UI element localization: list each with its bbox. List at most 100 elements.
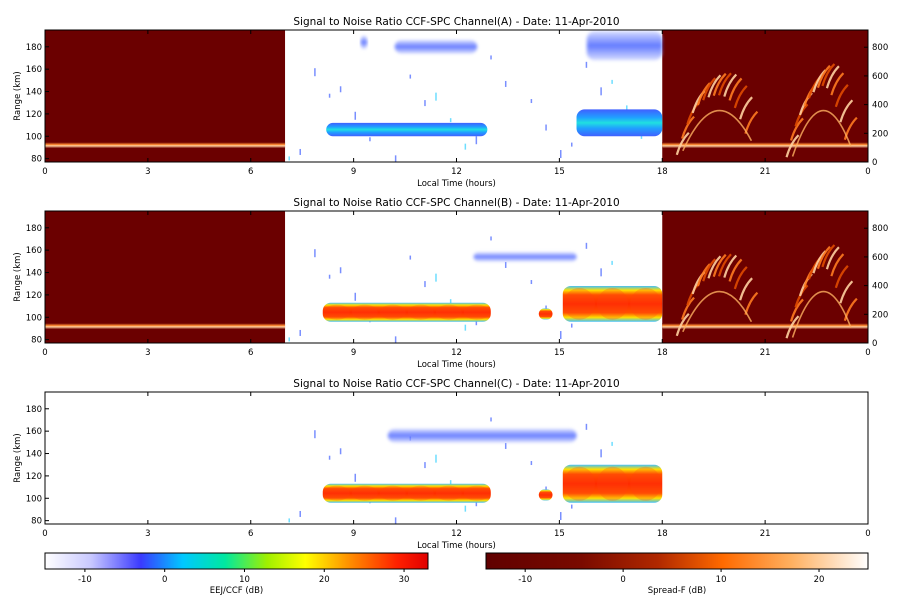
x-tick-label: 15 [554, 167, 565, 177]
spreadf-plume [785, 63, 858, 158]
night-region-evening [662, 211, 868, 343]
eej-echo [562, 464, 663, 503]
x-tick-label: 12 [451, 529, 462, 539]
colorbar-spreadf: -10 0 10 20 Spread-F (dB) [485, 552, 869, 596]
y-tick-label: 140 [26, 269, 42, 279]
x-tick-label: 9 [351, 348, 356, 358]
panel-c: Signal to Noise Ratio CCF-SPC Channel(C)… [13, 378, 871, 551]
y2-tick-label: 400 [872, 282, 888, 292]
colorbar-gradient [485, 552, 869, 570]
heatmap [45, 30, 868, 162]
spreadf-plume [675, 253, 759, 337]
x-tick-label: 3 [145, 348, 150, 358]
panel-a: Signal to Noise Ratio CCF-SPC Channel(A)… [13, 16, 888, 189]
colorbar-tick-label: 20 [814, 575, 825, 585]
y-axis-label: Range (km) [13, 433, 23, 482]
panel-title: Signal to Noise Ratio CCF-SPC Channel(C)… [293, 378, 619, 390]
panel-title: Signal to Noise Ratio CCF-SPC Channel(A)… [293, 16, 619, 28]
x-tick-label: 21 [760, 348, 771, 358]
colorbar-label: Spread-F (dB) [648, 586, 706, 596]
x-tick-label: 3 [145, 529, 150, 539]
y-tick-label: 80 [31, 336, 42, 346]
colorbar-label: EEJ/CCF (dB) [210, 586, 263, 596]
eej-echo [562, 285, 663, 322]
baseline-echo-evening [662, 323, 868, 330]
x-tick-label: 9 [351, 167, 356, 177]
x-tick-label: 0 [42, 348, 47, 358]
y-tick-label: 100 [26, 132, 42, 142]
y-tick-label: 120 [26, 291, 42, 301]
baseline-echo-morning [45, 323, 286, 330]
colorbar-tick-label: 30 [399, 575, 410, 585]
noise-speckles [288, 55, 643, 162]
y-tick-label: 160 [26, 65, 42, 75]
x-tick-label: 21 [760, 167, 771, 177]
plot-area [45, 392, 868, 524]
y2-tick-label: 0 [872, 339, 877, 349]
x-tick-label: 6 [248, 348, 253, 358]
baseline-echo-evening [662, 142, 868, 149]
colorbar-tick-label: 20 [319, 575, 330, 585]
y-tick-label: 100 [26, 313, 42, 323]
spreadf-plume [785, 244, 858, 339]
eej-echo [576, 109, 663, 137]
x-tick-label: 0 [865, 167, 870, 177]
eej-echo [586, 31, 663, 61]
colorbar-tick-label: 0 [620, 575, 625, 585]
y-tick-label: 100 [26, 494, 42, 504]
y-axis-label: Range (km) [13, 71, 23, 120]
eej-echo [394, 40, 478, 54]
y2-tick-label: 200 [872, 310, 888, 320]
colorbar-tick-label: 0 [162, 575, 167, 585]
baseline-echo-morning [45, 142, 286, 149]
y-tick-label: 140 [26, 88, 42, 98]
x-tick-label: 0 [42, 167, 47, 177]
spreadf-plume [675, 72, 759, 156]
colorbar-eej: -10 0 10 20 30 EEJ/CCF (dB) [44, 552, 429, 596]
x-tick-label: 18 [657, 348, 668, 358]
night-region-evening [662, 30, 868, 162]
y-tick-label: 180 [26, 224, 42, 234]
y-tick-label: 180 [26, 405, 42, 415]
x-tick-label: 15 [554, 348, 565, 358]
y-tick-label: 120 [26, 472, 42, 482]
panel-b: Signal to Noise Ratio CCF-SPC Channel(B)… [13, 197, 888, 370]
y-tick-label: 160 [26, 246, 42, 256]
y-axis: 80 100 120 140 160 180 Range (km) [13, 224, 49, 346]
x-tick-label: 6 [248, 529, 253, 539]
y-axis-label: Range (km) [13, 252, 23, 301]
y2-tick-label: 600 [872, 253, 888, 263]
y-tick-label: 160 [26, 427, 42, 437]
y-axis: 80 100 120 140 160 180 Range (km) [13, 43, 49, 165]
y2-tick-label: 200 [872, 129, 888, 139]
night-region-morning [45, 211, 286, 343]
x-tick-label: 12 [451, 167, 462, 177]
x-tick-label: 0 [865, 529, 870, 539]
x-tick-label: 18 [657, 529, 668, 539]
heatmap [45, 211, 868, 343]
x-axis: 0 3 6 9 12 15 18 21 0 Local Time (hours) [42, 392, 871, 551]
x-axis-label: Local Time (hours) [417, 541, 496, 551]
x-tick-label: 0 [42, 529, 47, 539]
eej-echo [326, 122, 488, 137]
colorbar-tick-label: -10 [518, 575, 532, 585]
x-tick-label: 3 [145, 167, 150, 177]
panel-title: Signal to Noise Ratio CCF-SPC Channel(B)… [293, 197, 619, 209]
eej-echo [322, 302, 491, 322]
y-tick-label: 80 [31, 155, 42, 165]
y2-tick-label: 400 [872, 101, 888, 111]
y-tick-label: 140 [26, 450, 42, 460]
x-tick-label: 15 [554, 529, 565, 539]
y-tick-label: 180 [26, 43, 42, 53]
eej-echo [473, 252, 577, 262]
y-axis: 80 100 120 140 160 180 Range (km) [13, 405, 49, 527]
eej-echo [538, 489, 553, 501]
colorbar-tick-label: 10 [716, 575, 727, 585]
eej-echo [322, 483, 491, 503]
colorbar-gradient [44, 552, 429, 570]
x-tick-label: 0 [865, 348, 870, 358]
x-tick-label: 18 [657, 167, 668, 177]
night-region-morning [45, 30, 286, 162]
eej-echo [538, 308, 553, 320]
